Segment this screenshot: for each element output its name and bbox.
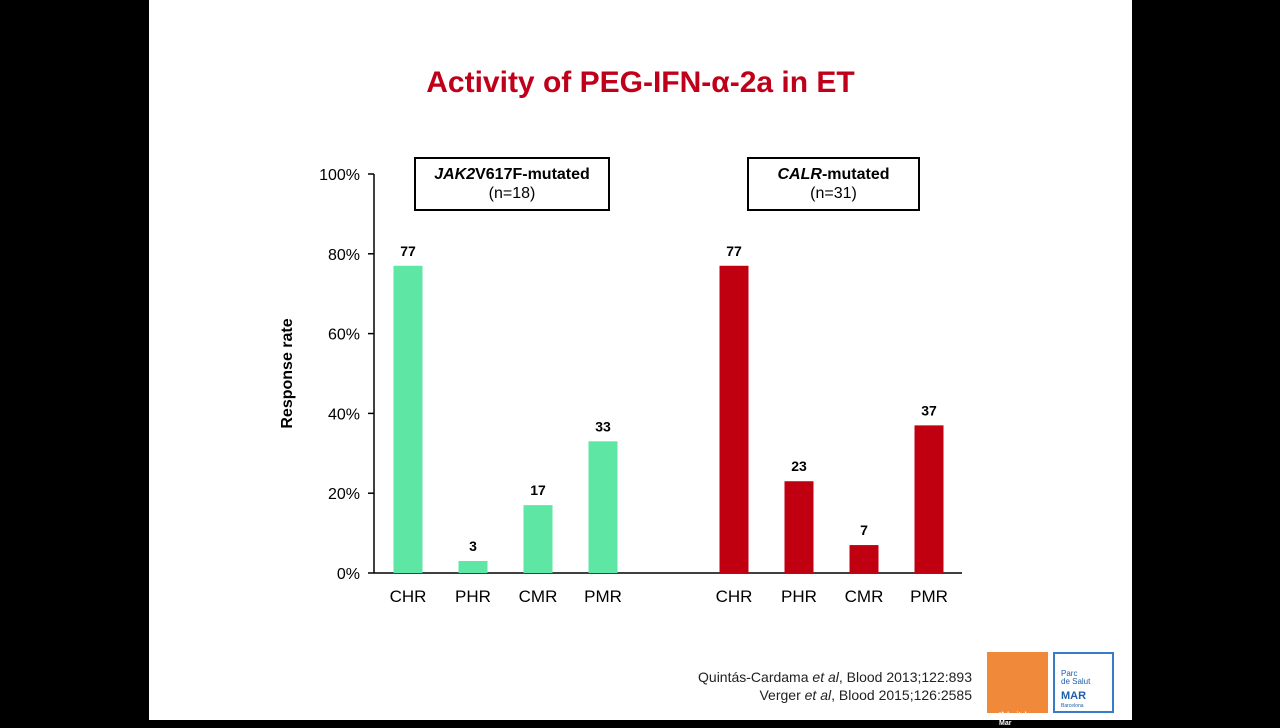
bar-value-label: 7 [860,522,868,538]
y-tick-label: 100% [319,167,360,184]
group-suffix-jak2: V617F-mutated [475,166,590,183]
bar-chr-jak2 [393,265,423,573]
bar-value-label: 77 [726,243,742,259]
citations: Quintás-Cardama et al, Blood 2013;122:89… [589,668,972,704]
x-tick-label: CHR [716,587,753,606]
parc-de-salut-mar-logo: Parc de Salut MAR Barcelona [1053,652,1114,713]
x-tick-label: PHR [455,587,491,606]
group-n-calr: (n=31) [810,185,857,202]
slide-title: Activity of PEG-IFN-α-2a in ET [426,66,855,99]
group-label-jak2: JAK2V617F-mutated (n=18) [414,157,610,211]
bar-value-label: 33 [595,418,611,434]
x-tick-label: CHR [390,587,427,606]
bar-chart: 0% 20% 40% 60% 80% 100% Response rate 77 CHR 3 PH… [279,167,962,606]
x-tick-label: PMR [910,587,948,606]
group-n-jak2: (n=18) [488,185,536,202]
bar-pmr-jak2 [588,441,618,573]
y-tick-label: 40% [328,406,360,423]
x-tick-label: PMR [584,587,622,606]
bar-cmr-calr [849,545,879,573]
bar-value-label: 23 [791,458,807,474]
bar-value-label: 37 [921,402,937,418]
group-gene-jak2: JAK2 [434,166,476,183]
bar-phr-jak2 [458,561,488,573]
bar-value-label: 3 [469,538,477,554]
x-tick-label: CMR [519,587,558,606]
y-tick-label: 20% [328,486,360,503]
y-axis-label: Response rate [279,318,296,428]
group-suffix-calr: -mutated [821,166,890,183]
bar-pmr-calr [914,425,944,573]
hospital-del-mar-logo: Hospital del Mar [987,652,1048,727]
y-tick-label: 0% [337,566,360,583]
citation-2: Verger et al, Blood 2015;126:2585 [759,687,972,703]
bar-chr-calr [719,265,749,573]
bar-cmr-jak2 [523,505,553,573]
y-tick-label: 60% [328,327,360,344]
x-tick-label: CMR [845,587,884,606]
bar-value-label: 77 [400,243,416,259]
group-gene-calr: CALR [777,166,822,183]
y-tick-label: 80% [328,247,360,264]
bar-phr-calr [784,481,814,573]
x-tick-label: PHR [781,587,817,606]
slide: Activity of PEG-IFN-α-2a in ET 0% 20% 40% 6… [149,0,1132,727]
bar-value-label: 17 [530,482,546,498]
group-label-calr: CALR-mutated (n=31) [747,157,920,211]
citation-1: Quintás-Cardama et al, Blood 2013;122:89… [698,669,972,685]
